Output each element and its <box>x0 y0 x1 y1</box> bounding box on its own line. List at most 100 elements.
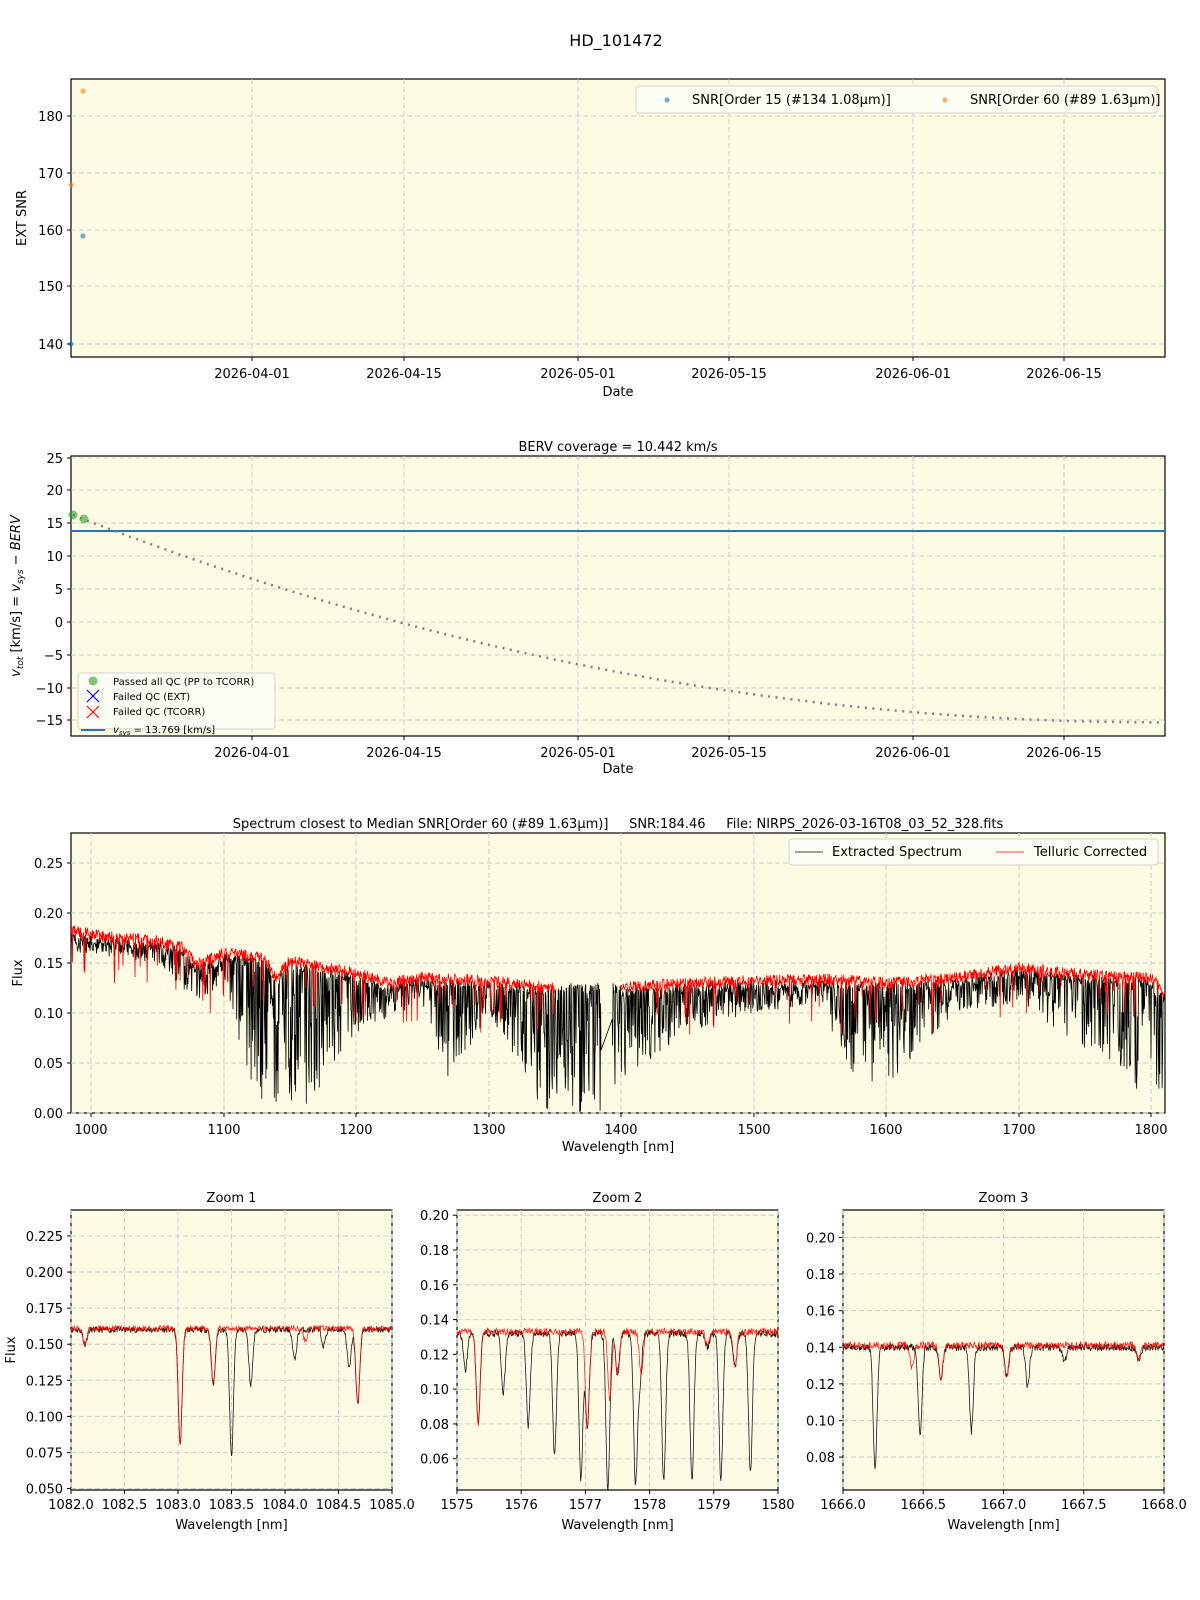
x-tick-label: 1578 <box>633 1498 666 1513</box>
y-tick-label: 0.05 <box>34 1057 63 1072</box>
x-tick-label: 1500 <box>737 1123 770 1138</box>
zoom-panel-1: Zoom 1 0.050 0.075 0.100 0.125 0.150 0.175 0.20… <box>4 1191 415 1533</box>
snr-y-axis: 140 150 160 170 180 <box>38 110 71 353</box>
y-tick-label: 0.06 <box>420 1453 449 1468</box>
telluric-corrected-line <box>71 925 1165 1035</box>
y-tick-label: 0.20 <box>34 907 63 922</box>
berv-legend-passed: Passed all QC (PP to TCORR) <box>113 677 254 688</box>
berv-x-axis: 2026-04-01 2026-04-15 2026-05-01 2026-05-15… <box>214 736 1102 761</box>
berv-chart: BERV coverage = 10.442 km/s −15 −10 −5 0 5 10… <box>9 440 1166 777</box>
y-tick-label: 160 <box>38 224 63 239</box>
x-tick-label: 1083.0 <box>155 1498 201 1513</box>
spectrum-title: Spectrum closest to Median SNR[Order 60 … <box>233 817 1004 832</box>
x-tick-label: 2026-05-15 <box>691 746 767 761</box>
snr-x-label: Date <box>602 385 633 400</box>
y-tick-label: 180 <box>38 110 63 125</box>
y-tick-label: 0.15 <box>34 957 63 972</box>
zoom-title: Zoom 2 <box>593 1191 643 1206</box>
x-tick-label: 1575 <box>440 1498 473 1513</box>
legend-telluric-corrected: Telluric Corrected <box>1033 845 1147 860</box>
berv-x-label: Date <box>602 762 633 777</box>
zoom-y-label: Flux <box>4 1336 19 1363</box>
snr-grid <box>71 79 1165 357</box>
legend-failed-ext-icon <box>86 689 100 703</box>
y-tick-label: 15 <box>46 517 63 532</box>
telluric-corrected-line <box>843 1340 1164 1381</box>
x-tick-label: 1300 <box>472 1123 505 1138</box>
legend-extracted-spectrum: Extracted Spectrum <box>832 845 962 860</box>
spectrum-y-label: Flux <box>11 959 26 986</box>
y-tick-label: 0.14 <box>420 1314 449 1329</box>
x-tick-label: 1085.0 <box>369 1498 415 1513</box>
zoom-panels: Zoom 1 0.050 0.075 0.100 0.125 0.150 0.175 0.20… <box>4 1191 1187 1533</box>
legend-marker-order15 <box>664 97 670 103</box>
y-tick-label: 0 <box>55 616 63 631</box>
berv-y-axis: −15 −10 −5 0 5 10 15 20 25 <box>36 452 71 729</box>
x-tick-label: 1667.5 <box>1061 1498 1107 1513</box>
telluric-corrected-line <box>457 1326 778 1428</box>
x-tick-label: 2026-06-15 <box>1026 367 1102 382</box>
spectrum-x-label: Wavelength [nm] <box>562 1140 674 1155</box>
y-tick-label: 25 <box>46 452 63 467</box>
passed-qc-point <box>68 510 78 520</box>
x-tick-label: 2026-04-01 <box>214 367 290 382</box>
x-tick-label: 2026-04-15 <box>366 367 442 382</box>
snr-legend: SNR[Order 15 (#134 1.08μm)] SNR[Order 60… <box>635 85 1161 114</box>
x-tick-label: 1666.0 <box>820 1498 866 1513</box>
y-tick-label: 140 <box>38 338 63 353</box>
y-tick-label: 0.150 <box>26 1338 63 1353</box>
y-tick-label: 0.175 <box>26 1302 63 1317</box>
y-tick-label: −5 <box>44 649 63 664</box>
y-tick-label: 10 <box>46 550 63 565</box>
y-tick-label: −15 <box>36 714 63 729</box>
y-tick-label: 0.20 <box>806 1231 835 1246</box>
spectrum-x-axis: 1000 1100 1200 1300 1400 1500 1600 1700 1800 <box>74 1113 1168 1138</box>
y-tick-label: 0.16 <box>806 1305 835 1320</box>
x-tick-label: 2026-06-01 <box>875 367 951 382</box>
berv-y-label: vtot [km/s] = vsys − BERV <box>9 514 26 677</box>
zoom-title: Zoom 1 <box>207 1191 257 1206</box>
y-tick-label: 0.075 <box>26 1446 63 1461</box>
passed-qc-point <box>79 514 89 524</box>
y-tick-label: 5 <box>55 583 63 598</box>
x-tick-label: 1084.5 <box>316 1498 362 1513</box>
x-tick-label: 1082.5 <box>102 1498 148 1513</box>
x-tick-label: 2026-05-15 <box>691 367 767 382</box>
snr-plot-area <box>70 78 1166 358</box>
x-tick-label: 1666.5 <box>901 1498 947 1513</box>
y-tick-label: 0.00 <box>34 1107 63 1122</box>
y-tick-label: 0.16 <box>420 1279 449 1294</box>
snr-point-order15 <box>80 233 86 239</box>
x-tick-label: 1200 <box>339 1123 372 1138</box>
figure-title: HD_101472 <box>569 31 662 51</box>
zoom-title: Zoom 3 <box>979 1191 1029 1206</box>
x-tick-label: 2026-05-01 <box>540 746 616 761</box>
zoom-panel-2: Zoom 2 0.06 0.08 0.10 0.12 0.14 0.16 0.18 0.20 15… <box>420 1191 795 1533</box>
spectrum-chart: Spectrum closest to Median SNR[Order 60 … <box>11 817 1168 1155</box>
x-tick-label: 1084.0 <box>262 1498 308 1513</box>
snr-point-order60 <box>80 88 86 94</box>
y-tick-label: 20 <box>46 484 63 499</box>
x-tick-label: 1577 <box>569 1498 602 1513</box>
y-tick-label: 0.050 <box>26 1483 63 1498</box>
berv-legend-failed-ext: Failed QC (EXT) <box>113 692 190 703</box>
x-tick-label: 2026-06-15 <box>1026 746 1102 761</box>
y-tick-label: 0.12 <box>420 1348 449 1363</box>
zoom-x-label: Wavelength [nm] <box>561 1518 673 1533</box>
x-tick-label: 1600 <box>869 1123 902 1138</box>
y-tick-label: 0.125 <box>26 1374 63 1389</box>
zoom-x-label: Wavelength [nm] <box>175 1518 287 1533</box>
x-tick-label: 1667.0 <box>981 1498 1027 1513</box>
spectrum-legend: Extracted Spectrum Telluric Corrected <box>788 838 1159 866</box>
y-tick-label: −10 <box>36 682 63 697</box>
x-tick-label: 1800 <box>1134 1123 1167 1138</box>
berv-legend-failed-tcorr: Failed QC (TCORR) <box>113 707 205 718</box>
snr-point-order60 <box>68 182 74 188</box>
y-tick-label: 0.12 <box>806 1378 835 1393</box>
x-tick-label: 1576 <box>505 1498 538 1513</box>
x-tick-label: 1579 <box>697 1498 730 1513</box>
x-tick-label: 1668.0 <box>1141 1498 1187 1513</box>
legend-marker-order60 <box>942 97 948 103</box>
y-tick-label: 0.10 <box>34 1007 63 1022</box>
